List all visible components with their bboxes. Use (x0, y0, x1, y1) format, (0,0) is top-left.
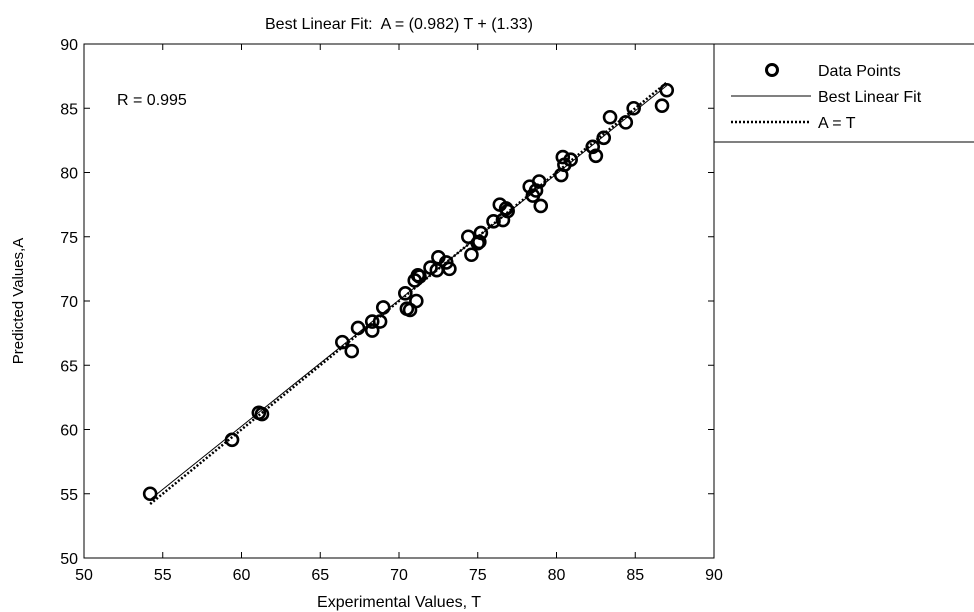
data-point (533, 198, 549, 214)
data-point (602, 109, 618, 125)
x-tick-label: 60 (233, 567, 251, 584)
legend-label-data-points: Data Points (818, 63, 901, 80)
chart-title: Best Linear Fit: A = (0.982) T + (1.33) (265, 16, 533, 33)
data-point (254, 406, 270, 422)
data-point (224, 432, 240, 448)
data-point (596, 130, 612, 146)
data-point (409, 293, 424, 309)
x-tick-label: 90 (705, 567, 723, 584)
data-point (464, 247, 479, 263)
x-tick-label: 50 (75, 567, 93, 584)
y-axis-label: Predicted Values,A (10, 238, 27, 364)
y-axis-ticks: 50 55 60 65 70 75 80 85 90 (60, 37, 714, 568)
data-points (142, 82, 675, 502)
legend-box (713, 43, 974, 143)
correlation-annotation: R = 0.995 (117, 92, 187, 109)
legend-label-identity: A = T (818, 115, 856, 132)
data-point (442, 261, 457, 277)
y-tick-label: 85 (60, 101, 78, 118)
data-point (486, 214, 501, 229)
data-point (344, 343, 360, 359)
x-tick-label: 75 (469, 567, 487, 584)
y-tick-label: 80 (60, 166, 78, 183)
identity-line (149, 81, 668, 505)
data-point (397, 285, 413, 301)
data-point (585, 139, 601, 155)
y-tick-label: 75 (60, 230, 78, 247)
data-point (334, 334, 350, 350)
data-point (555, 149, 571, 165)
x-axis-ticks: 50 55 60 65 70 75 80 85 90 (75, 44, 723, 584)
data-point (372, 314, 388, 329)
y-tick-label: 50 (60, 551, 78, 568)
data-point (364, 323, 380, 338)
data-point (654, 98, 670, 113)
data-point (472, 234, 487, 250)
y-tick-label: 65 (60, 358, 78, 375)
legend-marker-data-points (765, 63, 779, 77)
data-point (364, 314, 380, 329)
data-point (626, 100, 641, 116)
data-point (588, 148, 604, 164)
data-point (500, 203, 515, 219)
legend: Data Points Best Linear Fit A = T (713, 43, 974, 143)
x-axis-label: Experimental Values, T (317, 594, 481, 611)
data-point (528, 183, 544, 198)
data-point (375, 300, 391, 315)
data-point (350, 320, 366, 336)
x-tick-label: 85 (626, 567, 644, 584)
data-point (473, 225, 489, 241)
data-point (412, 269, 427, 284)
x-tick-label: 70 (390, 567, 408, 584)
data-point (659, 82, 675, 98)
y-tick-label: 90 (60, 37, 78, 54)
x-tick-label: 65 (311, 567, 329, 584)
data-point (618, 115, 634, 130)
data-point (142, 486, 158, 502)
y-tick-label: 60 (60, 423, 78, 440)
legend-label-best-linear-fit: Best Linear Fit (818, 89, 922, 106)
y-tick-label: 55 (60, 487, 78, 504)
y-tick-label: 70 (60, 294, 78, 311)
x-tick-label: 55 (154, 567, 172, 584)
x-tick-label: 80 (548, 567, 566, 584)
data-point (531, 174, 547, 189)
data-point (563, 152, 578, 167)
